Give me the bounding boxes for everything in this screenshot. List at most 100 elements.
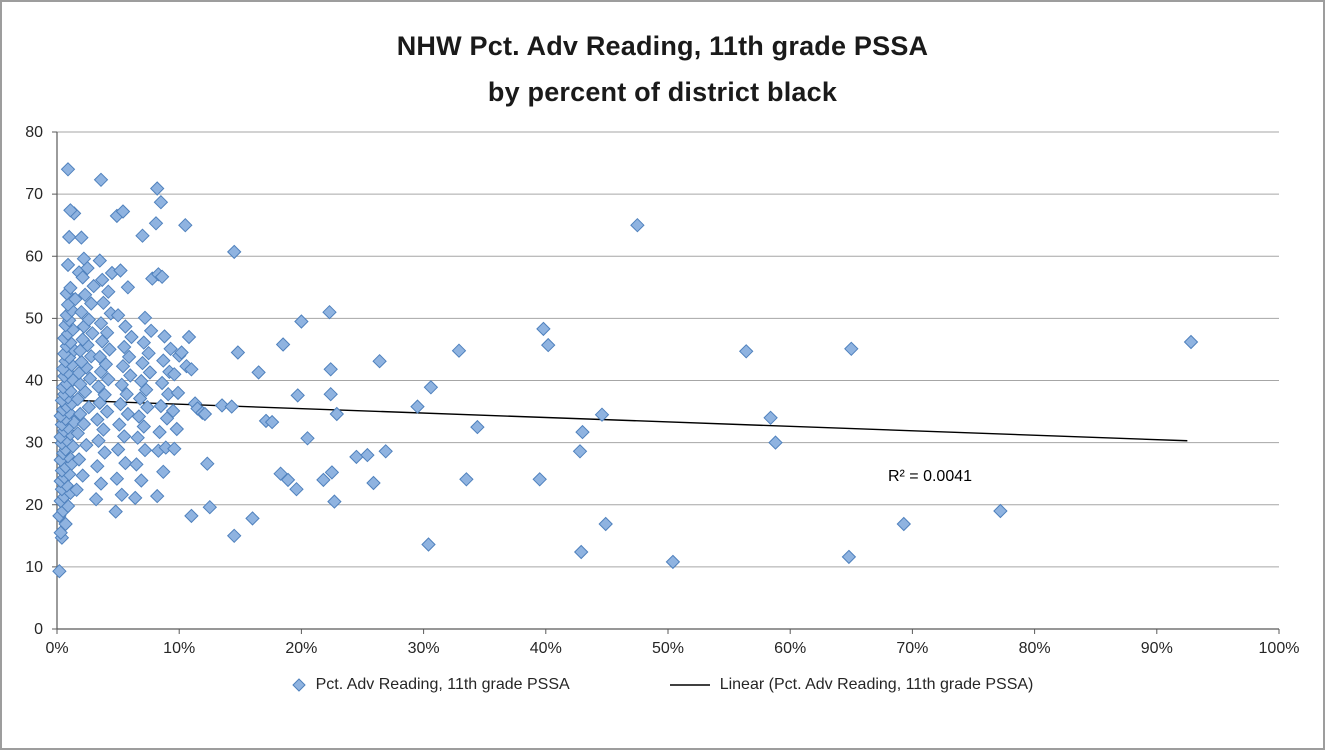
data-point-marker (68, 291, 83, 307)
data-point-marker (92, 253, 108, 268)
svg-text:10: 10 (25, 559, 43, 576)
data-point-marker (300, 430, 315, 446)
data-point-marker (135, 355, 150, 371)
data-points (52, 161, 1199, 579)
data-point-marker (72, 406, 88, 421)
data-point-marker (149, 181, 165, 196)
data-point-marker (349, 449, 364, 464)
svg-text:40: 40 (25, 372, 43, 389)
data-point-marker (294, 314, 309, 329)
legend: Pct. Adv Reading, 11th grade PSSA Linear… (2, 676, 1323, 694)
data-point-marker (93, 172, 109, 187)
data-point-marker (75, 332, 90, 347)
chart-title-line2: by percent of district black (487, 76, 838, 107)
svg-text:80: 80 (25, 124, 43, 141)
data-point-marker (120, 406, 136, 421)
data-point-marker (132, 391, 148, 406)
data-point-marker (896, 516, 912, 531)
data-point-marker (108, 504, 123, 519)
data-point-marker (366, 475, 381, 490)
data-point-marker (70, 391, 86, 407)
data-point-marker (329, 406, 345, 421)
data-point-marker (327, 494, 342, 509)
svg-text:80%: 80% (1019, 640, 1051, 657)
svg-text:50%: 50% (652, 640, 684, 657)
data-point-marker (154, 375, 170, 390)
data-point-marker (91, 433, 106, 448)
data-point-marker (61, 229, 77, 244)
data-point-marker (114, 487, 130, 502)
data-point-marker (280, 472, 296, 487)
data-point-marker (93, 315, 109, 331)
data-point-marker (226, 244, 242, 259)
data-point-marker (81, 399, 97, 415)
data-point-marker (275, 337, 291, 352)
data-point-marker (77, 287, 93, 302)
data-point-marker (316, 472, 331, 487)
data-point-marker (421, 537, 436, 552)
svg-text:10%: 10% (163, 640, 195, 657)
data-point-marker (63, 202, 78, 218)
data-point-marker (153, 398, 169, 413)
data-point-marker (97, 445, 112, 460)
data-point-marker (360, 447, 375, 463)
svg-text:0%: 0% (45, 640, 68, 657)
data-point-marker (113, 396, 128, 412)
data-point-marker (532, 471, 547, 487)
legend-item-series: Pct. Adv Reading, 11th grade PSSA (291, 676, 570, 694)
data-point-marker (251, 364, 266, 380)
svg-text:60: 60 (25, 248, 43, 265)
data-point-marker (630, 217, 645, 233)
svg-text:70: 70 (25, 186, 43, 203)
svg-text:70%: 70% (896, 640, 928, 657)
data-point-marker (165, 403, 181, 418)
data-point-marker (130, 430, 145, 445)
data-point-marker (99, 404, 115, 419)
data-point-marker (156, 353, 171, 368)
data-point-marker (181, 329, 197, 344)
data-point-marker (594, 407, 610, 422)
x-axis-tick-labels: 0% 10% 20% 30% 40% 50% 60% 70% 80% 90% 100% (45, 628, 1300, 657)
data-point-marker (124, 329, 139, 344)
data-point-marker (90, 412, 105, 427)
data-point-marker (116, 339, 132, 354)
data-point-marker (118, 455, 133, 471)
data-point-marker (152, 424, 167, 440)
data-point-marker (113, 263, 128, 278)
data-point-marker (127, 490, 143, 505)
data-point-marker (75, 468, 90, 483)
data-point-marker (96, 295, 111, 310)
data-point-marker (322, 304, 337, 320)
data-point-marker (598, 516, 613, 531)
data-point-marker (90, 458, 105, 474)
data-point-marker (459, 471, 474, 487)
legend-item-trendline: Linear (Pct. Adv Reading, 11th grade PSS… (669, 676, 1033, 694)
data-point-marker (102, 341, 117, 357)
data-point-marker (136, 335, 152, 350)
data-point-marker (74, 230, 89, 245)
data-point-marker (214, 397, 230, 413)
data-point-marker (112, 417, 127, 432)
data-point-marker (844, 341, 859, 356)
data-point-marker (129, 456, 144, 472)
data-point-marker (115, 204, 131, 219)
data-point-marker (86, 278, 101, 294)
svg-text:100%: 100% (1259, 640, 1300, 657)
data-point-marker (148, 215, 164, 231)
data-point-marker (141, 345, 156, 361)
diamond-marker-icon (291, 678, 306, 692)
data-point-marker (97, 387, 112, 402)
r-squared-label: R² = 0.0041 (888, 468, 972, 485)
data-point-marker (114, 377, 130, 392)
data-point-marker (115, 358, 131, 374)
data-point-marker (121, 349, 137, 364)
data-point-marker (174, 345, 189, 360)
data-point-marker (137, 310, 153, 325)
data-point-marker (323, 361, 338, 377)
data-point-marker (841, 549, 857, 564)
data-point-marker (665, 554, 681, 569)
data-point-marker (109, 471, 125, 486)
data-point-marker (91, 379, 106, 394)
data-point-marker (202, 499, 218, 515)
data-point-marker (184, 508, 199, 523)
